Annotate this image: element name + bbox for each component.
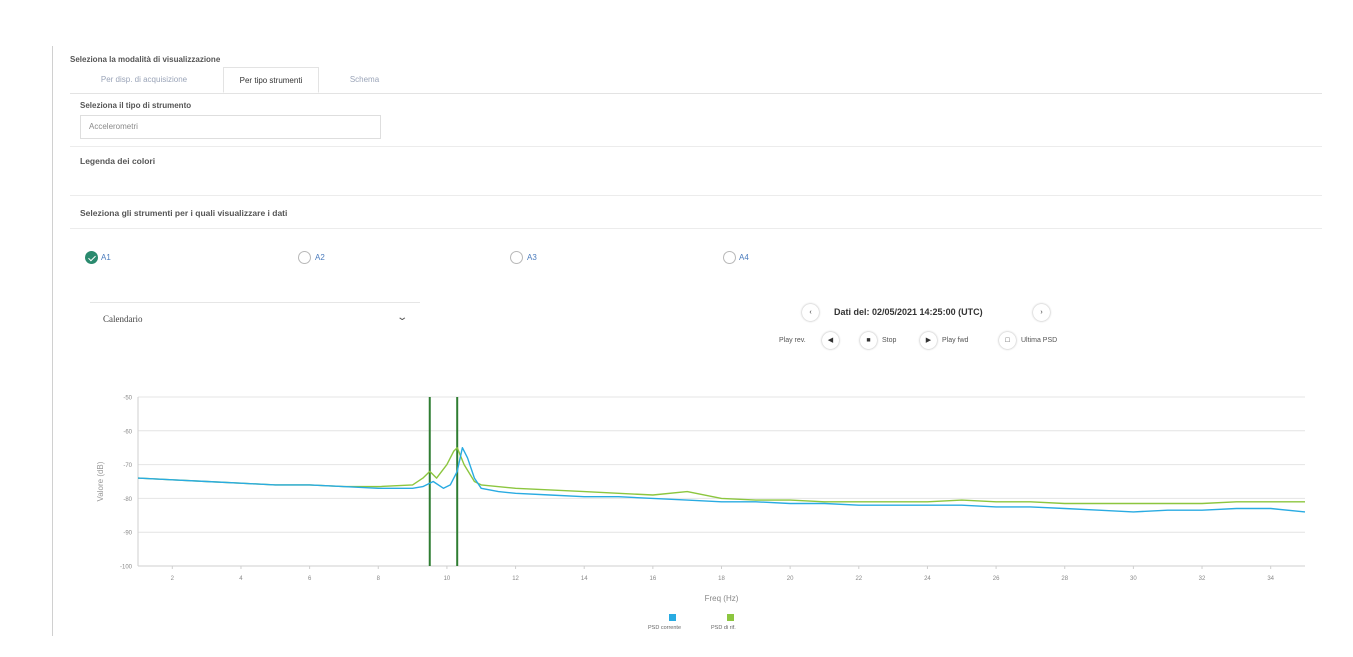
x-tick-label: 4 [239, 576, 243, 582]
divider [70, 146, 1322, 147]
instrument-type-select[interactable]: Accelerometri [80, 115, 381, 139]
chevron-down-icon[interactable]: ⌄ [396, 312, 409, 323]
last-psd-icon[interactable]: □ [999, 332, 1016, 349]
left-border-line [52, 46, 53, 636]
stop-icon[interactable]: ■ [860, 332, 877, 349]
x-tick-label: 20 [787, 576, 794, 582]
date-label: Dati del: 02/05/2021 14:25:00 (UTC) [834, 307, 983, 317]
legend-swatch-psd-corrente [669, 614, 676, 621]
chevron-right-icon[interactable]: › [1033, 304, 1050, 321]
x-tick-label: 26 [993, 576, 1000, 582]
calendar-label[interactable]: Calendario [103, 314, 143, 324]
divider [70, 195, 1322, 196]
tab-schema[interactable]: Schema [349, 75, 380, 84]
instrument-checkbox-a2[interactable] [298, 251, 311, 264]
legend-label-psd-rif[interactable]: PSD di rif. [711, 625, 736, 631]
x-tick-label: 10 [444, 576, 451, 582]
x-axis-title: Freq (Hz) [705, 594, 739, 603]
divider [70, 228, 1322, 229]
calendar-divider [90, 302, 420, 303]
x-tick-label: 6 [308, 576, 312, 582]
y-tick-label: -70 [123, 463, 132, 469]
x-tick-label: 34 [1267, 576, 1274, 582]
chevron-left-icon[interactable]: ‹ [802, 304, 819, 321]
play-forward-icon[interactable]: ▶ [920, 332, 937, 349]
color-legend-label: Legenda dei colori [80, 156, 156, 166]
play-reverse-icon[interactable]: ◀ [822, 332, 839, 349]
play-rev-label[interactable]: Play rev. [779, 337, 806, 344]
legend-swatch-psd-rif [727, 614, 734, 621]
stop-label[interactable]: Stop [882, 337, 897, 344]
tab-per-tipo-strumenti[interactable]: Per tipo strumenti [223, 67, 319, 93]
y-tick-label: -100 [120, 565, 133, 571]
page-title: Seleziona la modalità di visualizzazione [70, 55, 221, 64]
instrument-type-label: Seleziona il tipo di strumento [80, 101, 192, 110]
x-tick-label: 8 [377, 576, 381, 582]
x-tick-label: 28 [1061, 576, 1068, 582]
x-tick-label: 18 [718, 576, 725, 582]
series-line-psd-corrente [137, 447, 1306, 513]
y-tick-label: -90 [123, 531, 132, 537]
tab-per-disp-acquisizione[interactable]: Per disp. di acquisizione [100, 75, 188, 84]
play-fwd-label[interactable]: Play fwd [942, 337, 969, 344]
x-tick-label: 30 [1130, 576, 1137, 582]
x-tick-label: 12 [512, 576, 519, 582]
instrument-checkbox-a4[interactable] [723, 251, 736, 264]
y-tick-label: -60 [123, 429, 132, 435]
legend-label-psd-corrente[interactable]: PSD corrente [648, 625, 682, 631]
instrument-label-a2[interactable]: A2 [315, 253, 325, 262]
instrument-label-a3[interactable]: A3 [527, 253, 537, 262]
instrument-label-a1[interactable]: A1 [101, 253, 111, 262]
series-line-psd-rif [137, 447, 1305, 505]
y-tick-label: -50 [123, 396, 132, 402]
instrument-checkbox-a3[interactable] [510, 251, 523, 264]
instrument-label-a4[interactable]: A4 [739, 253, 749, 262]
x-tick-label: 22 [855, 576, 862, 582]
x-tick-label: 14 [581, 576, 588, 582]
view-mode-tabs: Per disp. di acquisizione Per tipo strum… [70, 67, 1322, 94]
x-tick-label: 16 [650, 576, 657, 582]
x-tick-label: 24 [924, 576, 931, 582]
x-tick-label: 32 [1199, 576, 1206, 582]
instrument-checkbox-a1[interactable] [85, 251, 98, 264]
instruments-label: Seleziona gli strumenti per i quali visu… [80, 208, 288, 218]
last-psd-label[interactable]: Ultima PSD [1021, 337, 1058, 344]
y-axis-title: Valore (dB) [96, 461, 105, 501]
y-tick-label: -80 [123, 497, 132, 503]
x-tick-label: 2 [171, 576, 175, 582]
